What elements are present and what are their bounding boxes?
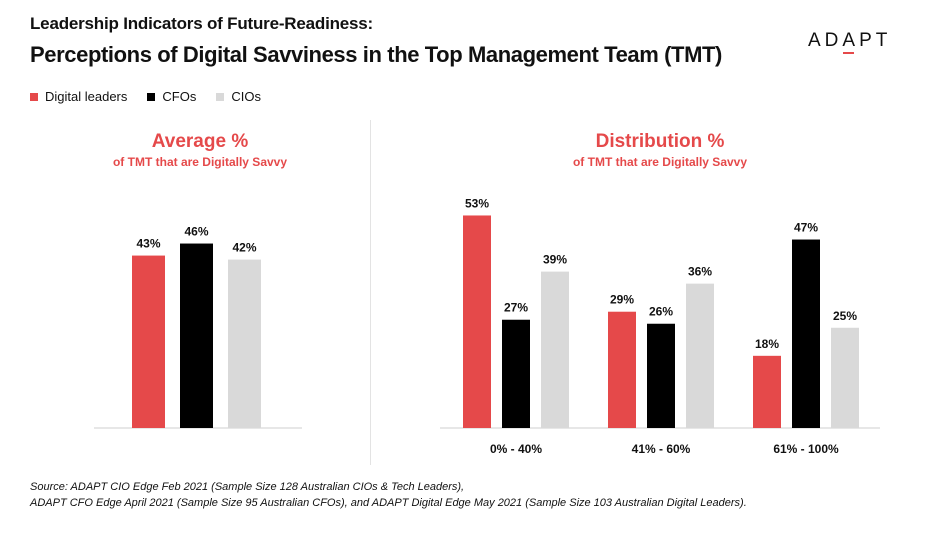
bar-cios-1: [541, 271, 569, 428]
logo-text-end: PT: [859, 30, 892, 51]
source-line2: ADAPT CFO Edge April 2021 (Sample Size 9…: [30, 497, 747, 509]
data-label-cfos-1: 27%: [504, 301, 528, 315]
category-label-3: 61% - 100%: [773, 442, 839, 456]
bar-cfos-1: [502, 319, 530, 428]
category-label-2: 41% - 60%: [632, 442, 691, 456]
average-panel-subtitle: of TMT that are Digitally Savvy: [112, 155, 288, 169]
legend: Digital leaders CFOs CIOs: [30, 89, 281, 104]
bar-digital-leaders: [132, 255, 165, 428]
panel-divider: [370, 120, 371, 465]
logo-text-mark: A: [842, 30, 860, 54]
data-label-cfos-2: 26%: [649, 305, 673, 319]
source-line1: Source: ADAPT CIO Edge Feb 2021 (Sample …: [30, 481, 465, 493]
data-label-cios: 42%: [232, 241, 256, 255]
data-label-cfos-3: 47%: [794, 221, 818, 235]
data-label-digital-leaders: 43%: [136, 237, 160, 251]
data-label-cios-1: 39%: [543, 253, 567, 267]
legend-item-cfos: CFOs: [147, 89, 196, 104]
legend-label-cfos: CFOs: [162, 89, 197, 104]
legend-item-digital-leaders: Digital leaders: [30, 89, 127, 104]
category-label-1: 0% - 40%: [490, 442, 542, 456]
bar-cfos-2: [647, 323, 675, 428]
data-label-cfos: 46%: [184, 225, 208, 239]
bar-digital-leaders-1: [463, 215, 491, 428]
legend-label-cios: CIOs: [231, 89, 261, 104]
bar-cios-2: [686, 283, 714, 428]
bar-digital-leaders-2: [608, 311, 636, 428]
data-label-digital-leaders-3: 18%: [755, 337, 779, 351]
data-label-digital-leaders-2: 29%: [610, 293, 634, 307]
average-panel-title: Average %: [151, 131, 249, 152]
bar-cios: [228, 259, 261, 428]
distribution-panel-subtitle: of TMT that are Digitally Savvy: [572, 155, 748, 169]
data-label-digital-leaders-1: 53%: [465, 196, 489, 210]
bar-cfos-3: [792, 239, 820, 428]
bar-cfos: [180, 243, 213, 428]
legend-swatch-cfos: [147, 92, 156, 101]
legend-label-digital-leaders: Digital leaders: [45, 89, 128, 104]
logo-text-start: AD: [808, 30, 843, 51]
bar-cios-3: [831, 327, 859, 428]
chart-title-line2: Perceptions of Digital Savviness in the …: [30, 42, 722, 67]
adapt-logo: ADAPT: [808, 30, 892, 54]
chart-title-line1: Leadership Indicators of Future-Readines…: [30, 14, 373, 33]
legend-item-cios: CIOs: [216, 89, 261, 104]
bar-digital-leaders-3: [753, 355, 781, 428]
data-label-cios-3: 25%: [833, 309, 857, 323]
legend-swatch-digital-leaders: [30, 92, 38, 101]
distribution-panel-title: Distribution %: [595, 131, 725, 152]
average-bar-chart: 43% 46% 42%: [94, 225, 302, 429]
legend-swatch-cios: [216, 92, 225, 101]
data-label-cios-2: 36%: [688, 265, 712, 279]
